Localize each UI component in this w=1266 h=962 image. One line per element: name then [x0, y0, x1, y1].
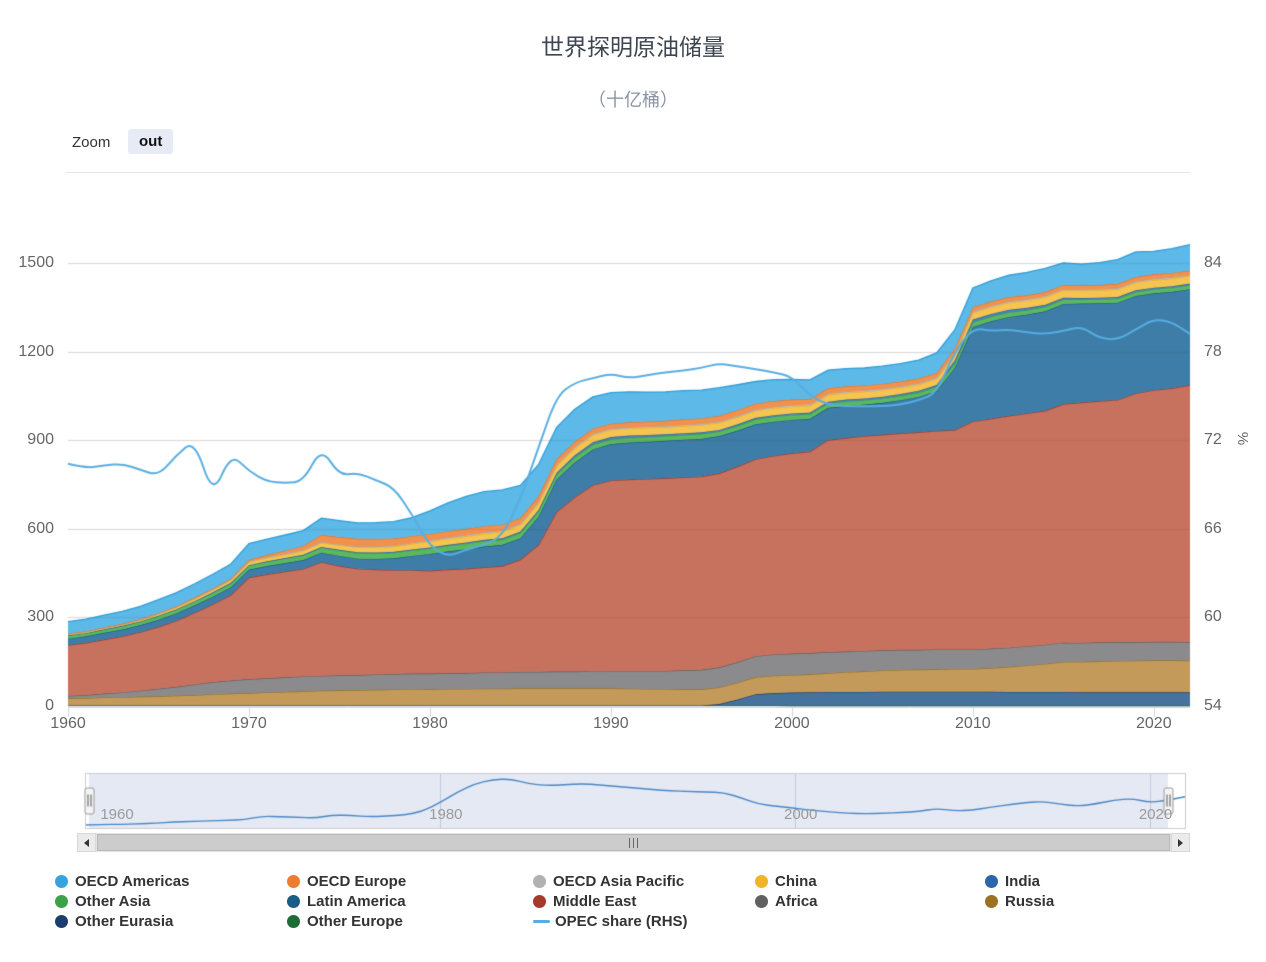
navigator-handle-left[interactable] [83, 786, 95, 816]
navigator-axis-label: 2020 [1138, 806, 1173, 823]
zoom-out-button[interactable]: out [128, 129, 174, 154]
y-axis-left-label: 0 [45, 697, 54, 714]
legend-item-latin-america[interactable]: Latin America [287, 891, 406, 911]
x-axis-label: 2000 [774, 715, 810, 732]
x-axis-label: 2010 [955, 715, 991, 732]
legend-circle-marker-icon [755, 894, 768, 908]
legend-item-opec-share-rhs-[interactable]: OPEC share (RHS) [533, 911, 688, 931]
chart-title: 世界探明原油储量 [541, 34, 725, 60]
legend-item-label: India [1005, 872, 1041, 890]
navigator-mask[interactable] [95, 773, 1162, 828]
legend-circle-marker-icon [287, 874, 300, 888]
y-axis-right-label: 54 [1204, 697, 1222, 714]
legend-item-china[interactable]: China [755, 871, 817, 891]
legend-item-other-europe[interactable]: Other Europe [287, 911, 403, 931]
zoom-label: Zoom [72, 134, 111, 151]
scrollbar-right-arrow[interactable] [1171, 833, 1190, 852]
navigator-handle-right[interactable] [1162, 786, 1174, 816]
legend-item-label: China [775, 872, 817, 890]
y-axis-left-label: 600 [27, 519, 54, 537]
y-axis-right-label: 78 [1204, 342, 1222, 360]
scrollbar-thumb[interactable] [97, 834, 1170, 851]
x-axis-label: 1960 [50, 715, 86, 732]
legend-circle-marker-icon [55, 894, 68, 908]
legend-item-other-asia[interactable]: Other Asia [55, 891, 150, 911]
y-axis-left-label: 1500 [18, 254, 54, 271]
y-axis-left-label: 1200 [18, 342, 54, 360]
legend-item-oecd-europe[interactable]: OECD Europe [287, 871, 406, 891]
legend-item-label: OECD Europe [307, 872, 407, 890]
legend-item-india[interactable]: India [985, 871, 1040, 891]
navigator-axis-label: 2000 [783, 806, 818, 823]
legend-item-label: OECD Asia Pacific [553, 872, 685, 890]
legend-circle-marker-icon [287, 914, 300, 928]
legend-line-marker-icon [533, 919, 550, 923]
legend-item-label: Latin America [307, 892, 406, 910]
chart-subtitle: （十亿桶） [588, 90, 678, 110]
legend-circle-marker-icon [755, 874, 768, 888]
legend-circle-marker-icon [533, 894, 546, 908]
scrollbar-left-arrow[interactable] [77, 833, 96, 852]
legend-circle-marker-icon [287, 894, 300, 908]
y-axis-right-label: 66 [1204, 519, 1222, 537]
legend-item-oecd-asia-pacific[interactable]: OECD Asia Pacific [533, 871, 684, 891]
legend-item-label: Africa [775, 892, 818, 910]
x-axis-label: 1980 [412, 715, 448, 732]
x-axis-label: 1970 [231, 715, 267, 732]
y-axis-left-label: 300 [27, 608, 54, 626]
right-arrow-icon [1178, 838, 1183, 847]
legend-item-africa[interactable]: Africa [755, 891, 818, 911]
y-axis-right-label: 72 [1204, 431, 1222, 449]
legend-circle-marker-icon [985, 894, 998, 908]
scrollbar [77, 833, 1190, 852]
legend-item-oecd-americas[interactable]: OECD Americas [55, 871, 190, 891]
y-axis-right-label: 60 [1204, 608, 1222, 626]
legend-item-label: Other Eurasia [75, 912, 174, 930]
navigator-axis-label: 1980 [429, 806, 463, 823]
legend-item-other-eurasia[interactable]: Other Eurasia [55, 911, 173, 931]
legend-item-label: Russia [1005, 892, 1055, 910]
legend-item-label: OECD Americas [75, 872, 190, 890]
chart-top-border [66, 172, 1190, 173]
scrollbar-track[interactable] [96, 833, 1171, 852]
legend-item-label: OPEC share (RHS) [555, 912, 688, 930]
navigator-axis-label: 1960 [100, 806, 134, 823]
legend-circle-marker-icon [55, 874, 68, 888]
legend-circle-marker-icon [533, 874, 546, 888]
y-axis-left-label: 900 [27, 431, 54, 449]
legend-item-label: Other Europe [307, 912, 403, 930]
scrollbar-grip-icon [628, 837, 639, 848]
legend-circle-marker-icon [55, 914, 68, 928]
x-axis-label: 2020 [1136, 715, 1172, 732]
legend-circle-marker-icon [985, 874, 998, 888]
legend-item-label: Other Asia [75, 892, 151, 910]
x-axis-label: 1990 [593, 715, 629, 732]
left-arrow-icon [84, 838, 89, 847]
y-axis-right-label: 84 [1204, 254, 1222, 271]
legend-item-russia[interactable]: Russia [985, 891, 1054, 911]
legend-item-middle-east[interactable]: Middle East [533, 891, 636, 911]
legend-item-label: Middle East [553, 892, 637, 910]
